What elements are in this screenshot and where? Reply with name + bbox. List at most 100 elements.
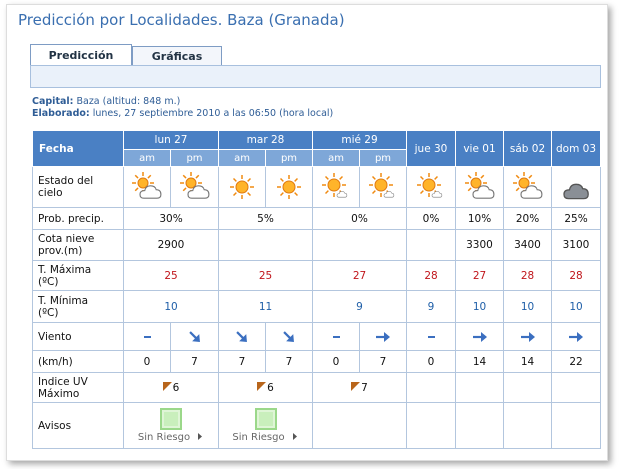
icon: [333, 335, 340, 338]
icon: [512, 172, 542, 199]
value: 28: [569, 269, 583, 282]
row: Estado del cielo: [32, 166, 601, 208]
value: 10: [472, 300, 487, 313]
value: 10%: [467, 212, 492, 225]
value: 0%: [422, 212, 440, 225]
sky-cell: [218, 166, 266, 208]
icon: [369, 173, 395, 198]
forecast-table: Fecha lun 27 mar 28 mié 29 jue 30 vie 01 sáb 0…: [32, 130, 601, 449]
cell: [455, 402, 504, 449]
icon: [464, 172, 494, 199]
elaborado: Elaborado: lunes, 27 septiembre 2010 a l…: [32, 108, 333, 119]
value: 20%: [515, 212, 540, 225]
row: Indice UV Máximo 6 6 7: [32, 372, 601, 403]
row: Fecha lun 27 mar 28 mié 29 jue 30 vie 01 sáb 0…: [32, 130, 601, 167]
aviso: Sin Riesgo: [220, 432, 312, 443]
value: 10: [520, 300, 535, 313]
value: Baza (altitud: 848 m.): [76, 96, 181, 107]
cell: 7: [170, 350, 219, 373]
day-header: vie 01: [455, 130, 504, 167]
value: 3100: [562, 239, 590, 251]
icon: [257, 381, 267, 391]
cell: 27: [455, 260, 504, 291]
cell: Sin Riesgo: [218, 402, 313, 449]
value: 28: [520, 269, 535, 282]
day-header: mar 28: [218, 130, 313, 150]
value: 0%: [351, 212, 368, 225]
period-header: pm: [359, 149, 407, 167]
icon: [417, 173, 443, 198]
icon: [376, 331, 390, 342]
cell: 14: [455, 350, 504, 373]
cell: [312, 229, 407, 261]
tab[interactable]: Predicción: [30, 44, 132, 66]
value: 3400: [514, 239, 541, 251]
cell: [218, 229, 313, 261]
cell: 20%: [503, 207, 552, 230]
label-text: Avisos: [38, 419, 72, 432]
row-label: Indice UV Máximo: [32, 372, 124, 403]
cell: 7: [359, 350, 407, 373]
cell: 30%: [123, 207, 219, 230]
tab-bar: [30, 65, 601, 88]
value: lunes, 27 septiembre 2010 a las 06:50 (h…: [92, 108, 334, 119]
cell: 3100: [551, 229, 601, 261]
icon: [277, 175, 301, 199]
cell: [406, 402, 456, 449]
cell: 11: [218, 290, 313, 323]
icon: [563, 183, 589, 200]
value: 9: [356, 300, 363, 313]
icon: [520, 331, 535, 342]
cell: [455, 372, 504, 403]
icon: [322, 173, 348, 198]
value: 2900: [157, 239, 185, 251]
cell: [551, 372, 601, 403]
cell: 0%: [312, 207, 407, 230]
cell: 25: [123, 260, 219, 291]
cell: 10: [551, 290, 601, 323]
uv-value: 6: [172, 381, 180, 394]
header-fecha: Fecha: [32, 130, 124, 167]
sky-cell: [455, 166, 504, 208]
label-text: Indice UV Máximo: [38, 375, 88, 400]
cell: 0: [123, 350, 171, 373]
cell: 9: [312, 290, 407, 323]
cell: 27: [312, 260, 407, 291]
cell: 2900: [123, 229, 219, 261]
label: Elaborado:: [32, 108, 90, 119]
cell: [312, 402, 407, 449]
period-header: am: [218, 149, 266, 167]
value: 25: [164, 269, 178, 282]
wind-cell: [218, 322, 266, 351]
cell: 10: [503, 290, 552, 323]
cell: 9: [406, 290, 456, 323]
value: 25%: [564, 212, 588, 225]
day-header: dom 03: [551, 130, 601, 167]
sky-cell: [503, 166, 552, 208]
icon: [428, 335, 435, 338]
row-label: Viento: [32, 322, 124, 351]
period-header: am: [312, 149, 360, 167]
label-text: T. Máxima (ºC): [38, 263, 92, 288]
cell: 28: [406, 260, 456, 291]
cell: 7: [312, 372, 407, 403]
value: 11: [258, 300, 273, 313]
cell: 3400: [503, 229, 552, 261]
value: 25: [258, 269, 273, 282]
tab[interactable]: Gráficas: [132, 46, 222, 66]
value: 9: [427, 300, 435, 313]
cell: [503, 402, 552, 449]
cell: 7: [265, 350, 313, 373]
value: 27: [472, 269, 487, 282]
cell: 7: [218, 350, 266, 373]
sky-cell: [406, 166, 456, 208]
label-text: Estado del cielo: [38, 175, 94, 199]
value: 5%: [257, 212, 274, 225]
wind-cell: [503, 322, 552, 351]
day-header: mié 29: [312, 130, 407, 150]
value: 10: [569, 300, 583, 313]
icon: [132, 172, 162, 199]
sky-cell: [312, 166, 360, 208]
cell: 0: [406, 350, 456, 373]
sky-cell: [170, 166, 219, 208]
